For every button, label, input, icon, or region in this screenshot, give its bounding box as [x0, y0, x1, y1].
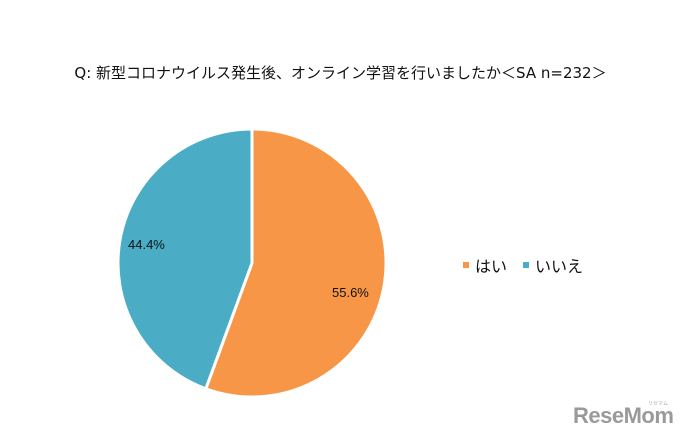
legend-swatch-no — [523, 262, 530, 268]
pie-slice-yes — [204, 127, 388, 399]
legend: はい いいえ — [463, 253, 583, 277]
resemom-logo-sub: リセマム — [648, 401, 669, 407]
legend-label-yes: はい — [475, 257, 508, 276]
legend-swatch-yes — [463, 262, 469, 268]
pie-slice-no — [116, 127, 254, 391]
chart-title: Q: 新型コロナウイルス発生後、オンライン学習を行いましたか＜SA n=232＞ — [74, 64, 607, 82]
legend-item-no: いいえ — [523, 253, 583, 277]
data-label-yes: 55.6% — [332, 285, 369, 300]
data-label-no: 44.4% — [128, 237, 165, 252]
resemom-logo: ReseMom — [573, 403, 674, 428]
legend-item-yes: はい — [463, 253, 507, 277]
legend-label-no: いいえ — [535, 257, 584, 276]
